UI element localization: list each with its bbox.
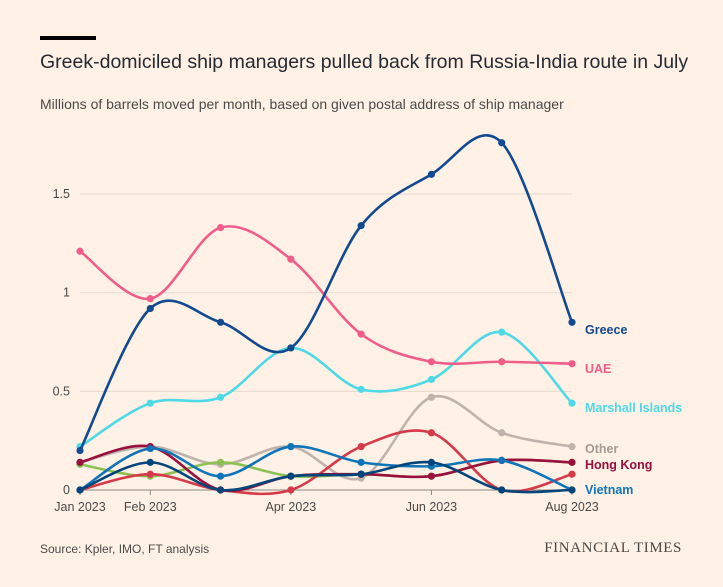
data-point-vietnam	[498, 456, 506, 465]
data-point-series-8	[427, 458, 436, 466]
series-line-other	[78, 394, 574, 481]
data-point-hong-kong	[427, 472, 436, 480]
y-tick-label: 0.5	[53, 384, 70, 398]
series-line-uae	[78, 225, 574, 366]
x-tick-label: Jan 2023	[54, 500, 105, 514]
series-label-hong-kong: Hong Kong	[585, 458, 652, 472]
data-point-vietnam	[216, 472, 225, 480]
x-tick-label: Feb 2023	[124, 500, 177, 514]
data-point-uae	[498, 358, 506, 366]
series-label-marshall-islands: Marshall Islands	[585, 401, 682, 415]
data-point-other	[498, 429, 506, 437]
data-point-other	[427, 393, 436, 401]
data-point-series-2	[146, 470, 154, 478]
series-line-series-2	[78, 429, 574, 496]
x-tick-label: Apr 2023	[265, 500, 316, 514]
data-point-series-2	[568, 470, 576, 478]
y-tick-label: 1	[63, 286, 70, 300]
data-point-marshall-islands	[216, 393, 225, 401]
chart-title: Greek-domiciled ship managers pulled bac…	[40, 51, 689, 73]
series-lines	[76, 134, 576, 496]
series-labels: Other Hong Kong Vietnam Marshall Islands UAE…	[585, 323, 682, 497]
header-rule	[40, 36, 96, 40]
data-point-series-8	[357, 470, 365, 478]
series-label-vietnam: Vietnam	[585, 483, 633, 497]
data-point-hong-kong	[76, 458, 84, 466]
data-point-uae	[216, 223, 225, 232]
data-point-series-2	[287, 486, 295, 494]
data-point-greece	[498, 139, 506, 147]
data-point-vietnam	[146, 444, 154, 453]
x-axis-ticks: Jan 2023 Feb 2023 Apr 2023 Jun 2023 Aug 2023	[54, 490, 599, 514]
data-point-other	[568, 442, 576, 451]
data-point-vietnam	[357, 458, 365, 466]
data-point-series-8	[76, 486, 84, 494]
y-axis-ticks: 0 0.5 1 1.5	[53, 187, 70, 497]
series-line-series-8	[78, 460, 574, 494]
data-point-series-8	[287, 472, 295, 480]
series-label-greece: Greece	[585, 323, 627, 337]
data-point-marshall-islands	[568, 399, 576, 407]
source-note: Source: Kpler, IMO, FT analysis	[40, 542, 210, 556]
x-tick-label: Jun 2023	[406, 500, 457, 514]
y-tick-label: 1.5	[53, 187, 70, 201]
data-point-marshall-islands	[427, 375, 436, 384]
data-point-uae	[287, 255, 295, 263]
data-point-greece	[568, 318, 576, 326]
data-point-uae	[427, 358, 436, 366]
ft-logo: FINANCIAL TIMES	[544, 540, 682, 556]
data-point-series-8	[216, 486, 225, 494]
data-point-series-8	[498, 486, 506, 494]
data-point-greece	[146, 304, 154, 313]
data-point-uae	[146, 295, 154, 303]
data-point-greece	[216, 318, 225, 326]
chart-subtitle: Millions of barrels moved per month, bas…	[40, 96, 564, 112]
data-point-greece	[427, 170, 436, 178]
data-point-uae	[76, 247, 84, 255]
data-point-series-1	[216, 458, 225, 466]
x-tick-label: Aug 2023	[545, 500, 599, 514]
data-point-uae	[357, 330, 365, 338]
data-point-series-8	[146, 458, 154, 466]
y-tick-label: 0	[63, 483, 70, 497]
data-point-marshall-islands	[357, 385, 365, 393]
series-label-uae: UAE	[585, 362, 611, 376]
data-point-series-2	[357, 442, 365, 451]
data-point-marshall-islands	[146, 399, 154, 407]
data-point-uae	[568, 360, 576, 368]
data-point-greece	[357, 222, 365, 230]
data-point-greece	[76, 446, 84, 455]
data-point-series-2	[427, 429, 436, 437]
data-point-vietnam	[287, 442, 295, 451]
data-point-series-8	[568, 486, 576, 494]
series-label-other: Other	[585, 442, 618, 456]
series-line-marshall-islands	[78, 330, 574, 448]
data-point-hong-kong	[568, 458, 576, 466]
data-point-marshall-islands	[498, 328, 506, 336]
data-point-greece	[287, 344, 295, 352]
